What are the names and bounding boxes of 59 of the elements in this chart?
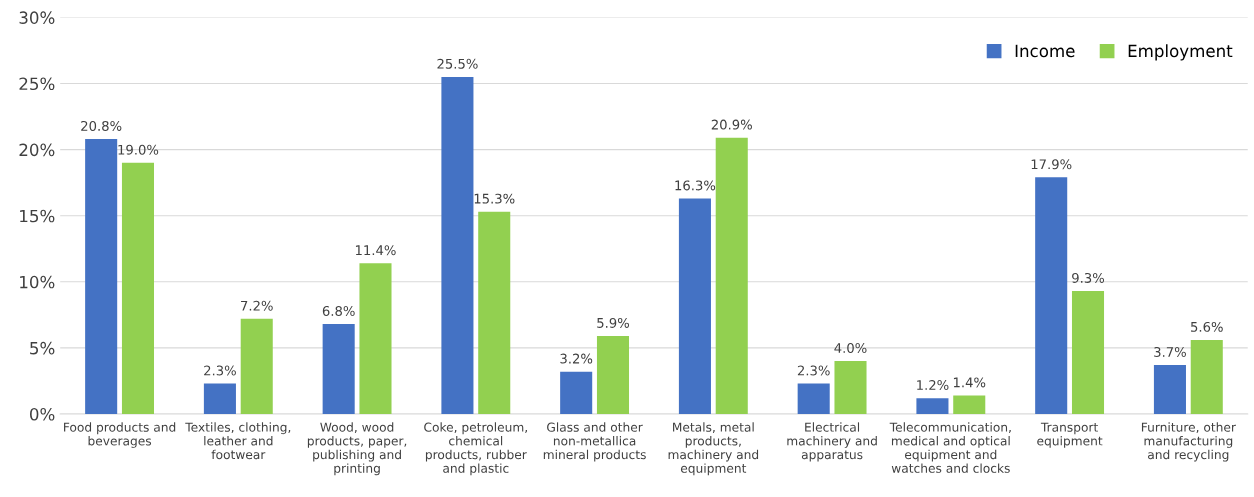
bar (1071, 291, 1105, 414)
data-label: 15.3% (474, 193, 515, 204)
data-label: 7.2% (241, 300, 273, 311)
x-tick-label: Food products and beverages (64, 422, 176, 448)
x-tick-label: Electrical machinery and apparatus (787, 422, 877, 462)
bar (834, 361, 867, 414)
data-label: 19.0% (118, 144, 159, 155)
bar (1035, 177, 1068, 414)
bar (596, 336, 630, 414)
data-label: 1.2% (917, 380, 949, 391)
x-tick-label: Coke, petroleum, chemical products, rubber and plastic (424, 422, 527, 476)
data-label: 5.9% (597, 317, 630, 328)
bar (1153, 365, 1186, 414)
data-label: 6.8% (322, 306, 355, 316)
bar (203, 383, 236, 414)
y-tick-label: 30% (19, 11, 55, 24)
x-tick-label: Glass and other non-metallica mineral products (543, 422, 646, 462)
data-label: 20.8% (81, 120, 122, 131)
legend-label: Employment (1128, 44, 1233, 61)
bar (1190, 339, 1223, 414)
data-label: 2.3% (204, 365, 236, 376)
y-tick-label: 20% (19, 143, 55, 157)
y-tick-label: 5% (30, 341, 55, 355)
data-label: 1.4% (953, 377, 986, 388)
bar (478, 211, 511, 414)
data-label: 17.9% (1031, 159, 1072, 170)
bar (560, 371, 593, 414)
bar (322, 324, 355, 414)
y-tick-label: 10% (20, 275, 55, 289)
data-label: 4.0% (834, 343, 867, 354)
data-label: 20.9% (711, 119, 752, 130)
data-label: 25.5% (437, 58, 478, 69)
bar (715, 137, 748, 414)
x-tick-label: Furniture, other manufacturing and recycling (1141, 422, 1236, 462)
x-tick-label: Transport equipment (1037, 422, 1103, 448)
data-label: 3.7% (1154, 346, 1186, 357)
data-label: 9.3% (1072, 272, 1105, 283)
data-label: 5.6% (1191, 321, 1223, 332)
bar (359, 263, 392, 414)
bar (121, 162, 155, 414)
bar (441, 76, 474, 414)
bar (916, 398, 949, 414)
y-tick-label: 0% (29, 407, 55, 421)
data-label: 3.2% (560, 353, 593, 364)
bar (240, 318, 273, 414)
bar (678, 198, 711, 414)
x-tick-label: Wood, wood products, paper, publishing and printing (307, 422, 407, 476)
y-tick-label: 15% (20, 209, 55, 223)
x-tick-label: Telecommunication, medical and optical equipment and watches and clocks (889, 422, 1011, 473)
bar (797, 383, 830, 414)
x-tick-label: Metals, metal products, machinery and equipment (668, 422, 759, 476)
data-label: 2.3% (797, 365, 830, 376)
bar (953, 395, 986, 414)
data-label: 16.3% (675, 180, 716, 191)
x-tick-label: Textiles, clothing, leather and footwear (185, 422, 291, 460)
y-tick-label: 25% (19, 77, 55, 91)
legend-label: Income (1015, 44, 1075, 58)
bar (85, 139, 118, 414)
data-label: 11.4% (355, 245, 396, 256)
